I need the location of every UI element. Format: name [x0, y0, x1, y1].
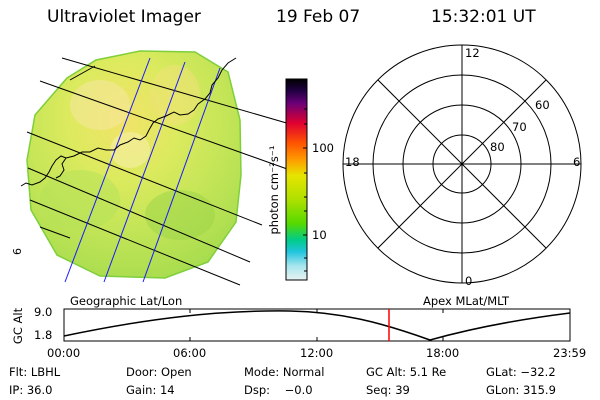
- orbit-ylabel: GC Alt: [11, 307, 25, 345]
- orbit-ytick-top: 9.0: [34, 305, 53, 319]
- info-glon: GLon: 315.9: [486, 383, 556, 397]
- orbit-xtick-0600: 06:00: [173, 346, 207, 360]
- mlt-label-18: 18: [345, 155, 360, 169]
- coastline: [20, 57, 237, 187]
- geographic-grid: [26, 57, 291, 286]
- orbit-xtick-1800: 18:00: [426, 346, 460, 360]
- info-ip: IP: 36.0: [9, 383, 53, 397]
- date-label: 19 Feb 07: [276, 7, 361, 27]
- info-glat: GLat: −32.2: [486, 365, 556, 379]
- colorbar-ticks: [303, 108, 307, 272]
- polar-plot: [342, 44, 582, 284]
- instrument-title: Ultraviolet Imager: [47, 7, 201, 27]
- info-dsp: Dsp: −0.0: [244, 383, 313, 397]
- colorbar: [285, 78, 308, 281]
- orbit-left-title: Geographic Lat/Lon: [70, 294, 183, 308]
- uv-image-disk: [26, 50, 242, 279]
- stray-label: 6: [11, 248, 24, 255]
- info-door: Door: Open: [126, 365, 192, 379]
- orbit-xtick-1200: 12:00: [300, 346, 334, 360]
- mlat-label-60: 60: [535, 98, 550, 112]
- info-gcalt: GC Alt: 5.1 Re: [366, 365, 447, 379]
- info-seq: Seq: 39: [366, 383, 410, 397]
- orbit-xtick-0000: 00:00: [47, 346, 81, 360]
- meridian-lines: [64, 57, 221, 283]
- orbit-plot: [63, 308, 571, 342]
- colorbar-tick-10: 10: [312, 228, 327, 242]
- orbit-ytick-bottom: 1.8: [34, 328, 53, 342]
- info-gain: Gain: 14: [126, 383, 175, 397]
- mlt-label-0: 0: [465, 274, 473, 288]
- mlt-label-12: 12: [465, 46, 480, 60]
- info-flt: Flt: LBHL: [9, 365, 61, 379]
- mlat-label-80: 80: [490, 140, 505, 154]
- orbit-right-title: Apex MLat/MLT: [423, 294, 510, 308]
- colorbar-unit-label: photon cm⁻²s⁻¹: [267, 145, 281, 235]
- mlat-label-70: 70: [512, 120, 527, 134]
- time-label: 15:32:01 UT: [431, 7, 536, 27]
- orbit-xtick-2359: 23:59: [553, 346, 587, 360]
- mlt-label-6: 6: [573, 155, 581, 169]
- colorbar-tick-100: 100: [312, 141, 334, 155]
- info-mode: Mode: Normal: [244, 365, 325, 379]
